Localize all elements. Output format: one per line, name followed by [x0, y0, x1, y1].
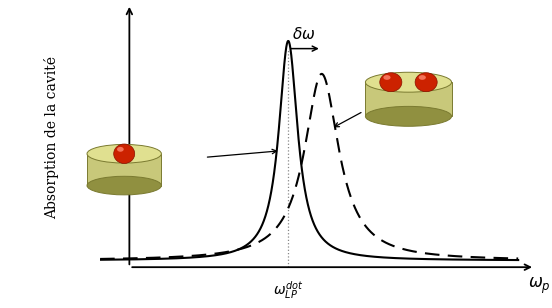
Ellipse shape: [419, 75, 426, 80]
Ellipse shape: [117, 147, 124, 152]
Ellipse shape: [114, 144, 135, 164]
Ellipse shape: [365, 72, 452, 92]
Bar: [87, 154, 161, 186]
Text: $\delta\omega$: $\delta\omega$: [291, 26, 315, 42]
Ellipse shape: [380, 73, 402, 92]
Ellipse shape: [87, 144, 161, 163]
Ellipse shape: [415, 73, 437, 92]
Text: $\omega_p$: $\omega_p$: [528, 276, 550, 296]
Ellipse shape: [365, 106, 452, 126]
Text: $\omega_{LP}^{dot}$: $\omega_{LP}^{dot}$: [273, 279, 304, 301]
Ellipse shape: [87, 176, 161, 195]
Text: Absorption de la cavité: Absorption de la cavité: [44, 56, 59, 219]
Bar: [365, 82, 452, 116]
Ellipse shape: [383, 75, 391, 80]
